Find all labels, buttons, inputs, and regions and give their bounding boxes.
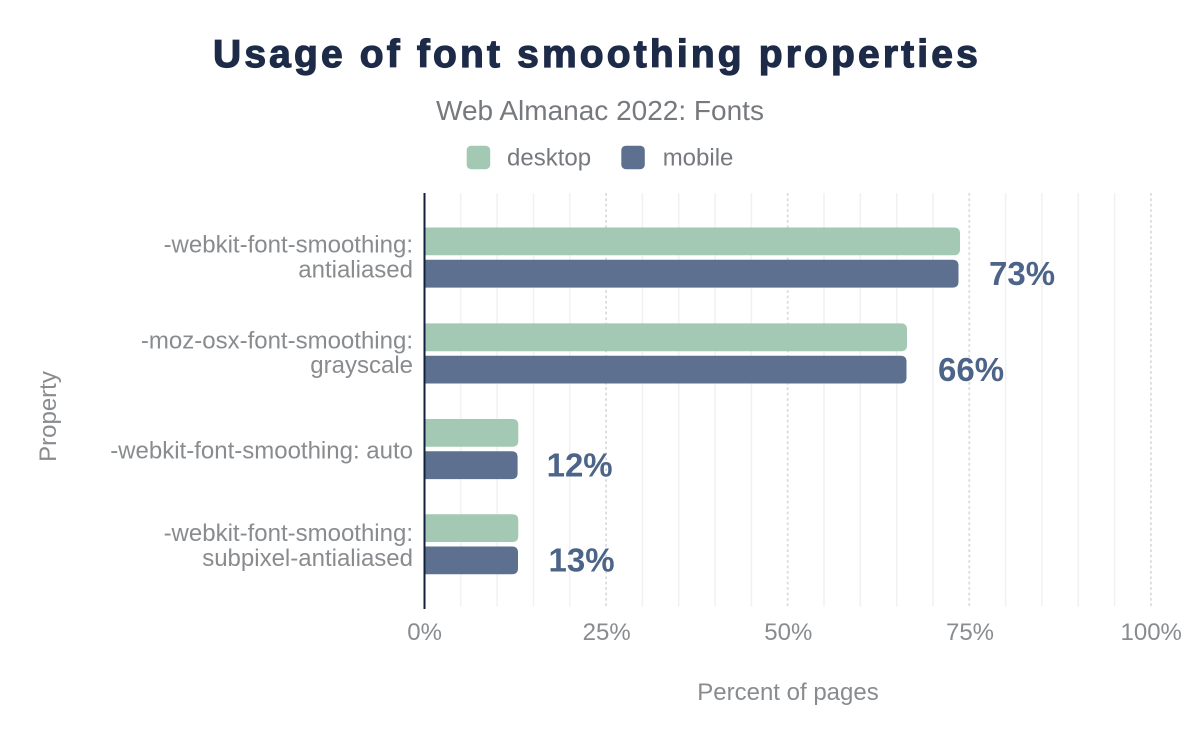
svg-text:25%: 25% <box>583 619 631 646</box>
svg-text:subpixel-antialiased: subpixel-antialiased <box>202 545 413 572</box>
svg-text:-webkit-font-smoothing:: -webkit-font-smoothing: <box>164 232 413 259</box>
svg-text:13%: 13% <box>549 542 615 579</box>
svg-text:grayscale: grayscale <box>310 352 413 379</box>
svg-text:0%: 0% <box>407 619 442 646</box>
svg-text:antialiased: antialiased <box>298 256 413 283</box>
svg-text:75%: 75% <box>946 619 994 646</box>
svg-text:-webkit-font-smoothing:: -webkit-font-smoothing: <box>164 520 413 547</box>
svg-text:Property: Property <box>35 371 62 462</box>
svg-text:desktop: desktop <box>507 145 591 172</box>
svg-text:-moz-osx-font-smoothing:: -moz-osx-font-smoothing: <box>141 327 413 354</box>
svg-text:Percent of pages: Percent of pages <box>697 679 878 706</box>
svg-text:100%: 100% <box>1121 619 1182 646</box>
svg-text:Usage of font smoothing proper: Usage of font smoothing properties <box>213 33 981 76</box>
svg-text:mobile: mobile <box>663 145 734 172</box>
svg-text:50%: 50% <box>764 619 812 646</box>
svg-text:73%: 73% <box>989 255 1055 292</box>
svg-text:12%: 12% <box>547 447 613 484</box>
svg-text:66%: 66% <box>938 351 1004 388</box>
svg-text:-webkit-font-smoothing: auto: -webkit-font-smoothing: auto <box>110 438 413 465</box>
svg-text:Web Almanac 2022: Fonts: Web Almanac 2022: Fonts <box>436 95 764 126</box>
